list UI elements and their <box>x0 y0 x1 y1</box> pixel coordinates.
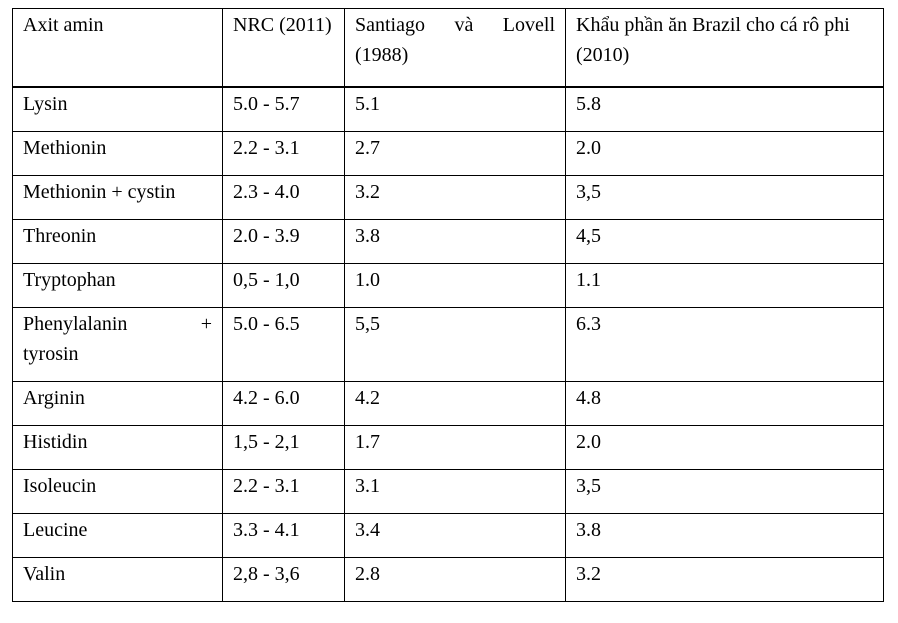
cell-amino-acid-line1: Phenylalanin + <box>23 309 212 339</box>
table-row: Tryptophan 0,5 - 1,0 1.0 1.1 <box>12 263 884 308</box>
amino-acid-requirements-table: Axit amin NRC (2011) Santiago và Lovell … <box>12 8 884 602</box>
cell-brazil: 2.0 <box>565 131 884 176</box>
cell-santiago: 1.0 <box>344 263 566 308</box>
cell-nrc: 5.0 - 5.7 <box>222 86 345 132</box>
cell-santiago: 2.8 <box>344 557 566 602</box>
table-body: Lysin 5.0 - 5.7 5.1 5.8 Methionin 2.2 - … <box>12 86 884 602</box>
cell-santiago: 5.1 <box>344 86 566 132</box>
header-brazil-tilapia-2010: Khẩu phần ăn Brazil cho cá rô phi (2010) <box>565 8 884 88</box>
table-row: Isoleucin 2.2 - 3.1 3.1 3,5 <box>12 469 884 514</box>
cell-santiago: 1.7 <box>344 425 566 470</box>
header-nrc-2011: NRC (2011) <box>222 8 345 88</box>
cell-amino-acid: Leucine <box>12 513 223 558</box>
table-row: Histidin 1,5 - 2,1 1.7 2.0 <box>12 425 884 470</box>
header-santiago-line1: Santiago và Lovell <box>355 14 555 36</box>
cell-amino-acid-line2: tyrosin <box>23 343 79 365</box>
header-santiago-lovell-1988: Santiago và Lovell (1988) <box>344 8 566 88</box>
cell-amino-acid: Tryptophan <box>12 263 223 308</box>
cell-nrc: 5.0 - 6.5 <box>222 307 345 382</box>
cell-santiago: 3.4 <box>344 513 566 558</box>
table-row: Phenylalanin + tyrosin 5.0 - 6.5 5,5 6.3 <box>12 307 884 382</box>
cell-brazil: 2.0 <box>565 425 884 470</box>
table-row: Arginin 4.2 - 6.0 4.2 4.8 <box>12 381 884 426</box>
cell-nrc: 2,8 - 3,6 <box>222 557 345 602</box>
table-row: Methionin + cystin 2.3 - 4.0 3.2 3,5 <box>12 175 884 220</box>
cell-santiago: 3.1 <box>344 469 566 514</box>
table-row: Lysin 5.0 - 5.7 5.1 5.8 <box>12 86 884 132</box>
cell-brazil: 4.8 <box>565 381 884 426</box>
cell-brazil: 3,5 <box>565 469 884 514</box>
cell-nrc: 4.2 - 6.0 <box>222 381 345 426</box>
cell-amino-acid: Valin <box>12 557 223 602</box>
cell-amino-acid-word1: Phenylalanin <box>23 313 128 335</box>
cell-brazil: 4,5 <box>565 219 884 264</box>
cell-nrc: 2.3 - 4.0 <box>222 175 345 220</box>
cell-santiago: 2.7 <box>344 131 566 176</box>
cell-santiago: 4.2 <box>344 381 566 426</box>
cell-nrc: 0,5 - 1,0 <box>222 263 345 308</box>
header-santiago-line2: (1988) <box>355 44 409 66</box>
cell-nrc: 3.3 - 4.1 <box>222 513 345 558</box>
cell-amino-acid: Arginin <box>12 381 223 426</box>
cell-amino-acid: Methionin + cystin <box>12 175 223 220</box>
cell-brazil: 3.2 <box>565 557 884 602</box>
cell-santiago: 3.8 <box>344 219 566 264</box>
cell-amino-acid: Threonin <box>12 219 223 264</box>
cell-brazil: 3.8 <box>565 513 884 558</box>
cell-amino-acid-word2: + <box>200 313 212 335</box>
cell-santiago: 5,5 <box>344 307 566 382</box>
cell-amino-acid: Phenylalanin + tyrosin <box>12 307 223 382</box>
header-amino-acid: Axit amin <box>12 8 223 88</box>
cell-nrc: 2.2 - 3.1 <box>222 131 345 176</box>
table-row: Methionin 2.2 - 3.1 2.7 2.0 <box>12 131 884 176</box>
cell-brazil: 6.3 <box>565 307 884 382</box>
table-row: Threonin 2.0 - 3.9 3.8 4,5 <box>12 219 884 264</box>
cell-nrc: 2.0 - 3.9 <box>222 219 345 264</box>
cell-amino-acid: Isoleucin <box>12 469 223 514</box>
table-row: Valin 2,8 - 3,6 2.8 3.2 <box>12 557 884 602</box>
table-row: Leucine 3.3 - 4.1 3.4 3.8 <box>12 513 884 558</box>
cell-nrc: 2.2 - 3.1 <box>222 469 345 514</box>
cell-nrc: 1,5 - 2,1 <box>222 425 345 470</box>
cell-amino-acid: Lysin <box>12 86 223 132</box>
cell-brazil: 5.8 <box>565 86 884 132</box>
cell-amino-acid: Methionin <box>12 131 223 176</box>
cell-brazil: 1.1 <box>565 263 884 308</box>
cell-brazil: 3,5 <box>565 175 884 220</box>
header-row: Axit amin NRC (2011) Santiago và Lovell … <box>12 8 884 88</box>
cell-santiago: 3.2 <box>344 175 566 220</box>
table-header: Axit amin NRC (2011) Santiago và Lovell … <box>12 8 884 88</box>
cell-amino-acid: Histidin <box>12 425 223 470</box>
